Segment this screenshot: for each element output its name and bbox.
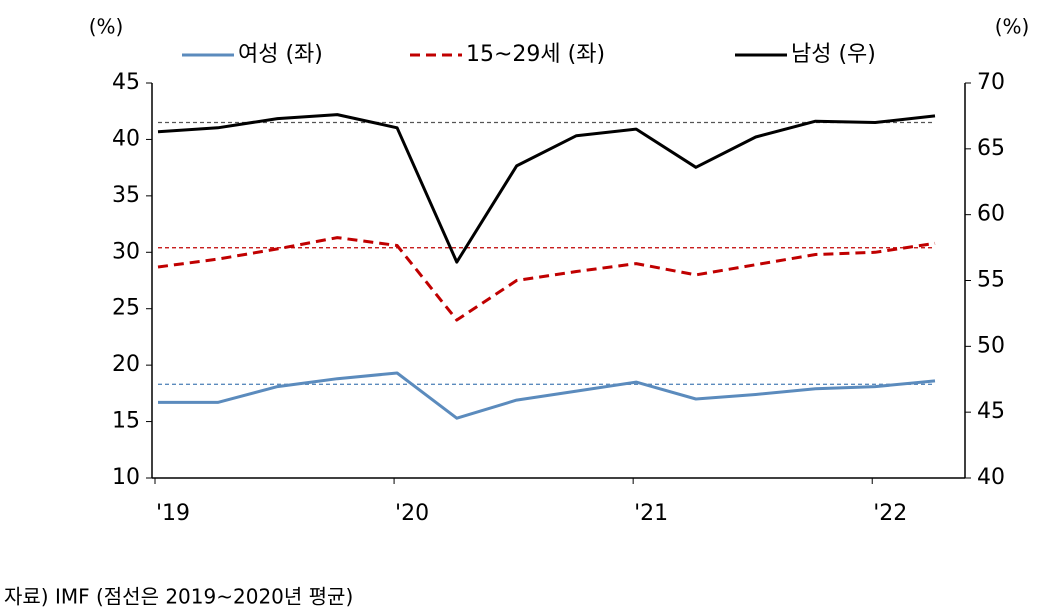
series-line bbox=[157, 113, 936, 264]
left-unit: (%) bbox=[89, 15, 124, 39]
x-tick-label: '21 bbox=[634, 501, 668, 526]
y-tick-label: 10 bbox=[112, 465, 140, 490]
y2-tick-label: 70 bbox=[977, 70, 1005, 95]
legend-label: 여성 (좌) bbox=[238, 42, 323, 67]
series-line bbox=[157, 236, 936, 322]
x-tick-label: '20 bbox=[395, 501, 429, 526]
x-tick-label: '22 bbox=[873, 501, 907, 526]
series-line bbox=[158, 371, 936, 420]
legend-label: 남성 (우) bbox=[791, 42, 876, 67]
y-tick-label: 25 bbox=[112, 296, 140, 321]
x-tick-label: '19 bbox=[156, 501, 190, 526]
right-unit: (%) bbox=[995, 15, 1030, 39]
legend-label: 15~29세 (좌) bbox=[466, 42, 605, 67]
y-tick-label: 35 bbox=[112, 183, 140, 208]
y2-tick-label: 45 bbox=[977, 399, 1005, 424]
y-tick-label: 45 bbox=[112, 70, 140, 95]
y2-tick-label: 60 bbox=[977, 202, 1005, 227]
y2-tick-label: 65 bbox=[977, 136, 1005, 161]
y-tick-label: 40 bbox=[112, 126, 140, 151]
y2-tick-label: 50 bbox=[977, 333, 1005, 358]
y-tick-label: 20 bbox=[112, 352, 140, 377]
y2-tick-label: 55 bbox=[977, 268, 1005, 293]
y2-tick-label: 40 bbox=[977, 465, 1005, 490]
source-note: 자료) IMF (점선은 2019~2020년 평균) bbox=[4, 585, 353, 609]
y-tick-label: 30 bbox=[112, 239, 140, 264]
y-tick-label: 15 bbox=[112, 409, 140, 434]
